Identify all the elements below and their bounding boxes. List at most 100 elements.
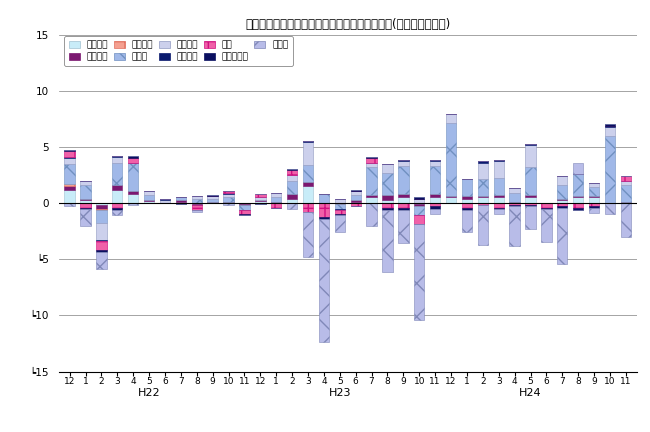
Bar [398, 166, 409, 194]
Bar [350, 190, 361, 191]
Bar [478, 197, 488, 203]
Bar [271, 203, 281, 207]
Bar [589, 187, 599, 196]
Bar [207, 202, 218, 203]
Bar [128, 162, 138, 191]
Bar [398, 194, 409, 197]
Bar [192, 196, 202, 199]
Bar [446, 197, 456, 203]
Bar [525, 143, 536, 145]
Bar [128, 156, 138, 158]
Bar [621, 202, 631, 203]
Bar [224, 193, 234, 194]
Bar [96, 252, 107, 269]
Bar [478, 203, 488, 205]
Bar [510, 206, 520, 246]
Bar [287, 171, 297, 175]
Bar [176, 197, 186, 200]
Bar [239, 210, 250, 214]
Title: 三重県鉱工業生産の業種別前月比寄与度の推移(季節調整済指数): 三重県鉱工業生産の業種別前月比寄与度の推移(季節調整済指数) [245, 18, 450, 31]
Bar [525, 145, 536, 167]
Bar [525, 197, 536, 203]
Bar [335, 210, 345, 214]
Bar [128, 158, 138, 162]
Bar [573, 174, 583, 196]
Bar [271, 197, 281, 202]
Bar [621, 203, 631, 237]
Bar [430, 160, 440, 162]
Bar [430, 197, 440, 203]
Bar [303, 165, 313, 182]
Bar [573, 207, 583, 210]
Bar [367, 162, 377, 167]
Bar [303, 182, 313, 186]
Bar [462, 179, 472, 196]
Bar [81, 181, 91, 185]
Bar [382, 203, 393, 207]
Bar [367, 158, 377, 162]
Bar [128, 203, 138, 205]
Bar [239, 214, 250, 216]
Bar [96, 240, 107, 241]
Bar [112, 185, 122, 190]
Bar [478, 179, 488, 196]
Bar [350, 203, 361, 206]
Bar [367, 195, 377, 197]
Bar [192, 204, 202, 205]
Bar [589, 206, 599, 207]
Bar [224, 203, 234, 205]
Bar [112, 156, 122, 157]
Bar [557, 176, 567, 185]
Bar [81, 207, 91, 209]
Bar [335, 203, 345, 204]
Text: H24: H24 [519, 388, 542, 398]
Bar [112, 210, 122, 216]
Bar [367, 203, 377, 226]
Bar [81, 203, 91, 207]
Bar [621, 185, 631, 202]
Bar [112, 203, 122, 207]
Bar [462, 196, 472, 199]
Bar [493, 203, 504, 207]
Bar [96, 250, 107, 252]
Bar [303, 203, 313, 212]
Bar [350, 191, 361, 195]
Bar [207, 199, 218, 202]
Bar [96, 210, 107, 223]
Bar [318, 216, 329, 219]
Bar [287, 169, 297, 171]
Bar [557, 203, 567, 206]
Bar [335, 216, 345, 232]
Bar [287, 203, 297, 209]
Bar [557, 207, 567, 264]
Bar [557, 185, 567, 199]
Bar [224, 197, 234, 202]
Bar [112, 190, 122, 203]
Bar [207, 195, 218, 196]
Bar [81, 200, 91, 203]
Bar [176, 200, 186, 202]
Bar [382, 164, 393, 173]
Bar [525, 203, 536, 205]
Bar [589, 197, 599, 203]
Bar [525, 195, 536, 197]
Bar [573, 203, 583, 207]
Bar [398, 160, 409, 162]
Bar [224, 194, 234, 197]
Bar [96, 223, 107, 240]
Bar [255, 201, 265, 203]
Bar [621, 181, 631, 185]
Bar [541, 203, 552, 207]
Bar [81, 209, 91, 226]
Bar [510, 203, 520, 205]
Bar [414, 199, 424, 203]
Bar [573, 162, 583, 174]
Bar [367, 197, 377, 203]
Bar [112, 162, 122, 185]
Bar [192, 205, 202, 210]
Bar [64, 150, 75, 151]
Bar [64, 151, 75, 157]
Bar [335, 204, 345, 209]
Bar [430, 166, 440, 194]
Bar [573, 197, 583, 203]
